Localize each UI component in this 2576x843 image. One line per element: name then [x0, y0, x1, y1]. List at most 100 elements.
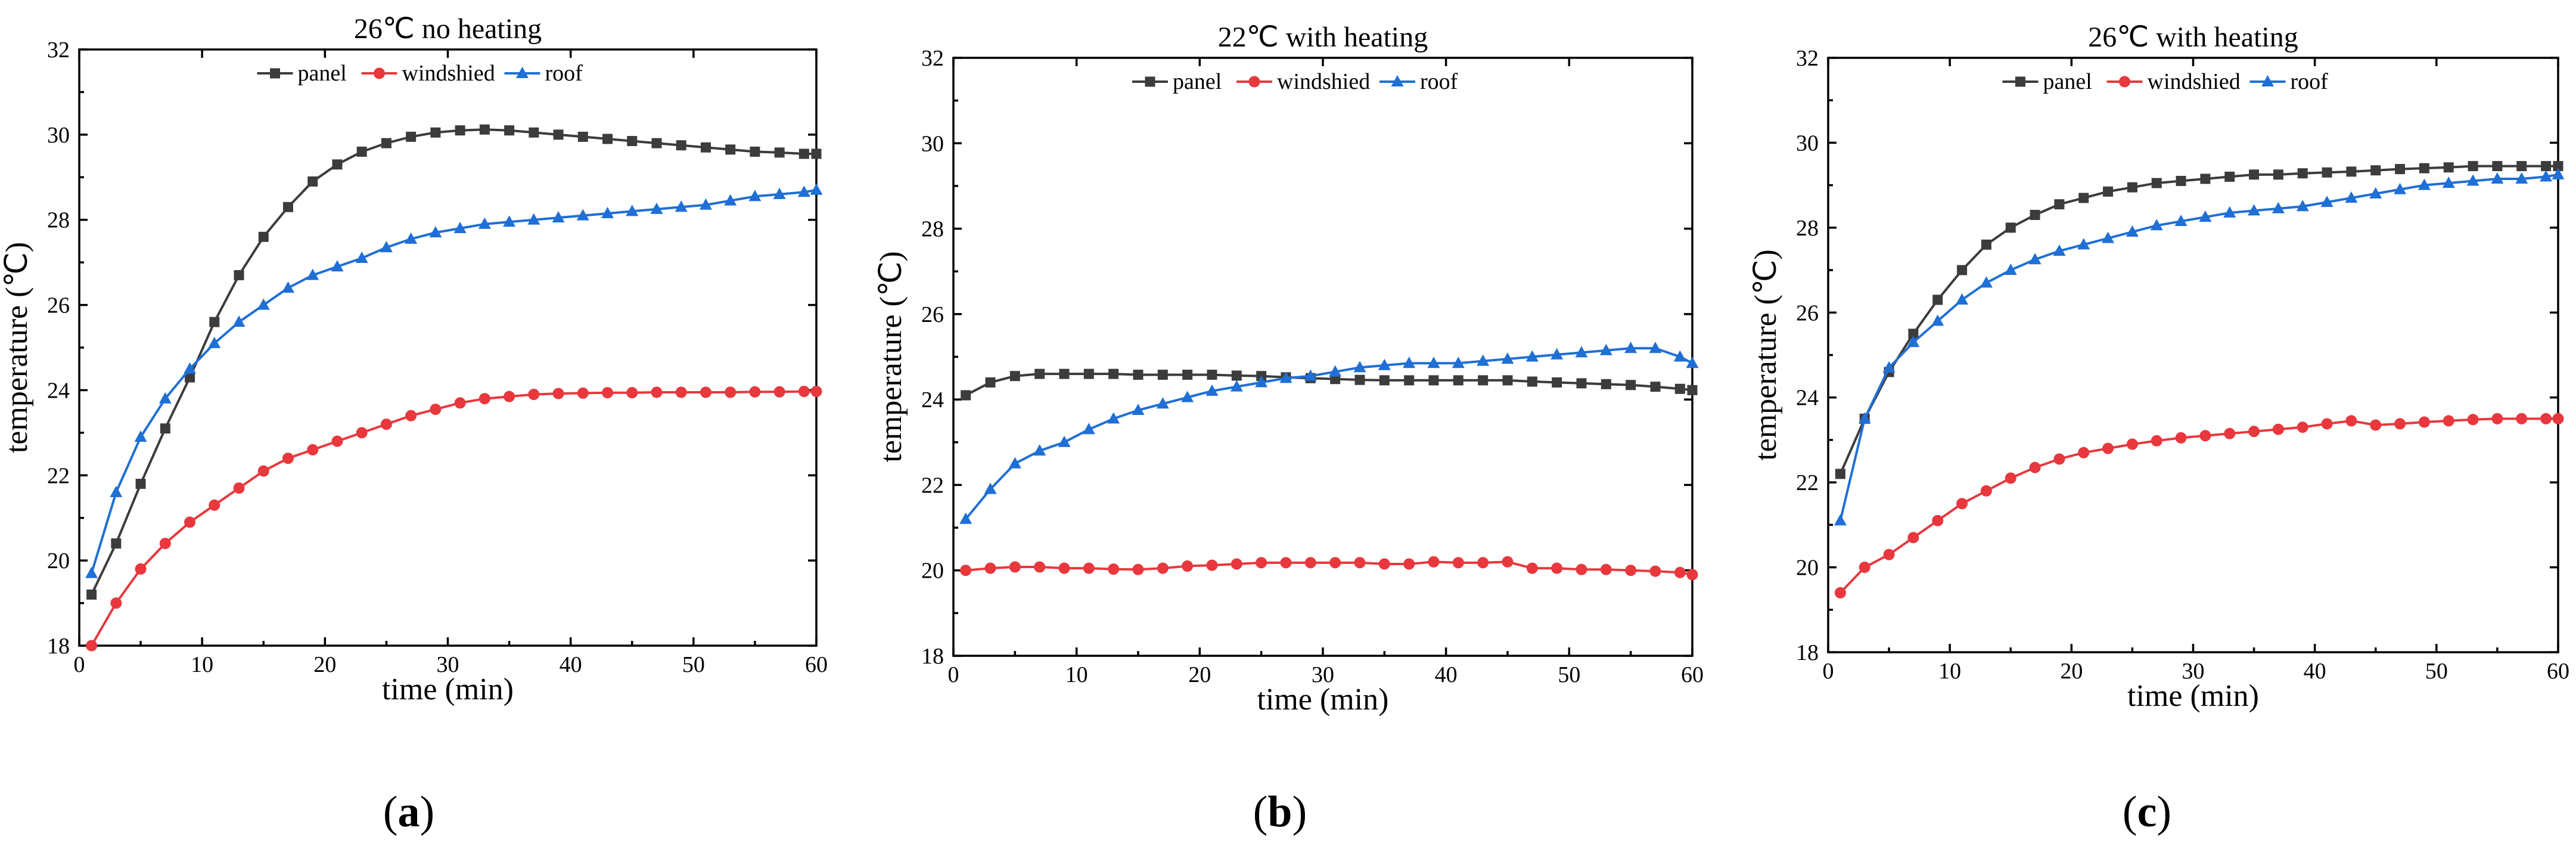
data-point-roof [1858, 412, 1871, 424]
x-tick-label: 20 [313, 652, 336, 677]
data-point-panel [2005, 222, 2016, 233]
data-point-windshied [356, 427, 368, 439]
data-point-windshied [504, 390, 515, 402]
data-point-panel [2468, 161, 2478, 172]
data-point-windshied [1452, 557, 1464, 569]
data-point-windshied [528, 389, 540, 401]
data-point-windshied [1083, 562, 1095, 574]
data-point-panel [2346, 166, 2357, 177]
y-tick-label: 18 [47, 634, 70, 659]
legend-marker-roof [1391, 75, 1404, 86]
data-point-roof [2540, 170, 2553, 182]
data-point-roof [724, 194, 737, 206]
data-point-roof [1181, 390, 1194, 402]
data-point-roof [1834, 514, 1847, 526]
data-point-panel [1502, 375, 1513, 386]
data-point-roof [2369, 187, 2382, 199]
data-point-roof [2491, 172, 2504, 184]
data-point-panel [234, 270, 244, 281]
data-point-roof [1931, 314, 1944, 326]
data-point-roof [773, 187, 786, 199]
series-line-windshied [1839, 417, 2558, 594]
legend-marker-windshied [374, 67, 385, 79]
data-point-panel [1957, 265, 1968, 275]
data-point-roof [2077, 238, 2090, 250]
data-point-panel [798, 148, 809, 159]
data-point-windshied [2175, 432, 2187, 444]
legend-label-roof: roof [1420, 69, 1458, 94]
x-tick-label: 10 [191, 652, 213, 677]
series-roof [1834, 168, 2565, 526]
data-point-roof [355, 252, 368, 263]
series-line-panel [90, 128, 816, 596]
legend-label-windshied: windshied [2148, 69, 2241, 94]
data-point-panel [961, 390, 971, 401]
data-point-roof [1882, 361, 1896, 373]
data-point-windshied [602, 387, 614, 399]
x-tick-label: 0 [948, 662, 959, 687]
data-point-roof [626, 204, 639, 216]
data-point-panel [111, 538, 122, 549]
data-point-panel [2492, 161, 2503, 172]
data-point-panel [504, 125, 515, 136]
y-tick-label: 24 [921, 388, 944, 413]
data-point-panel [725, 144, 736, 155]
data-point-windshied [552, 388, 564, 399]
x-tick-label: 10 [1065, 662, 1088, 687]
y-axis-label: temperature (℃) [874, 251, 908, 462]
data-point-roof [232, 315, 246, 327]
x-axis-label: time (min) [1257, 683, 1389, 717]
data-point-roof [1279, 371, 1292, 383]
data-point-windshied [2345, 415, 2357, 427]
x-tick-label: 20 [2060, 659, 2083, 684]
panel-caption-letter: c [2137, 788, 2157, 836]
data-point-windshied [675, 386, 687, 398]
data-point-windshied [233, 482, 245, 494]
data-point-windshied [1058, 562, 1070, 574]
data-point-windshied [331, 435, 343, 447]
data-point-windshied [1980, 485, 1992, 497]
data-point-roof [110, 485, 123, 497]
y-tick-label: 26 [1796, 300, 1819, 326]
data-point-roof [1132, 404, 1145, 416]
data-point-panel [1009, 371, 1020, 382]
data-point-roof [810, 183, 823, 195]
data-point-windshied [2370, 419, 2382, 431]
data-point-panel [2200, 173, 2211, 184]
data-point-panel [1674, 383, 1685, 394]
data-point-windshied [2005, 472, 2016, 484]
data-point-panel [1650, 382, 1661, 392]
data-point-roof [2126, 225, 2139, 237]
series-windshied [86, 386, 822, 652]
data-point-windshied [1649, 565, 1661, 577]
legend-marker-windshied [1248, 76, 1260, 88]
data-point-windshied [135, 563, 147, 575]
data-point-panel [985, 377, 996, 388]
chart-panel-c: 0 10 20 30 40 50 60 18 20 22 24 26 28 30 32 time (min) t… [1749, 21, 2569, 836]
data-point-panel [1083, 368, 1094, 379]
y-tick-label: 28 [47, 208, 70, 233]
data-point-panel [774, 147, 785, 158]
data-point-windshied [1280, 557, 1292, 569]
data-point-windshied [405, 410, 417, 422]
legend-marker-windshied [2119, 76, 2130, 88]
y-tick-label: 22 [1796, 470, 1819, 495]
data-point-roof [2102, 231, 2115, 243]
data-point-roof [503, 215, 516, 227]
data-point-panel [209, 317, 220, 327]
data-point-roof [1452, 357, 1465, 368]
data-point-roof [576, 209, 589, 221]
data-point-windshied [725, 386, 737, 398]
data-point-roof [2004, 264, 2017, 275]
plot-frame [78, 48, 818, 647]
data-point-roof [2394, 182, 2407, 194]
data-point-roof [380, 241, 393, 253]
data-point-panel [627, 136, 638, 147]
y-tick-label: 20 [47, 548, 70, 574]
y-tick-label: 28 [1796, 216, 1819, 241]
data-point-windshied [2297, 422, 2308, 433]
data-point-panel [2297, 168, 2308, 179]
data-point-panel [86, 589, 97, 600]
data-point-windshied [2248, 426, 2260, 438]
data-point-windshied [984, 562, 996, 574]
